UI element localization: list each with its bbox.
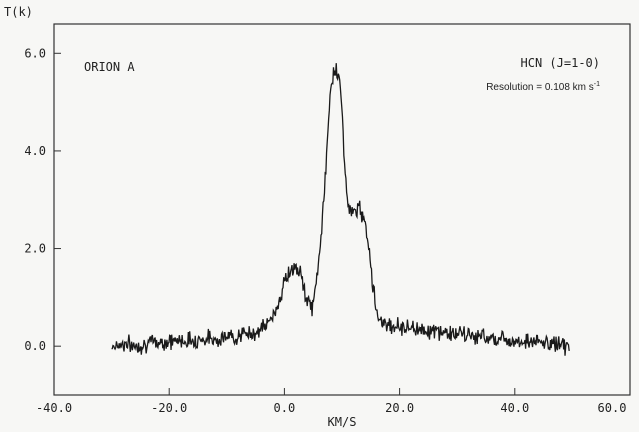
x-tick-label: -40.0	[36, 401, 72, 415]
y-tick-label: 0.0	[24, 339, 46, 353]
y-tick-label: 2.0	[24, 242, 46, 256]
y-tick-label: 4.0	[24, 144, 46, 158]
plot-frame	[53, 23, 631, 396]
x-axis-label: KM/S	[328, 415, 357, 429]
x-tick-label: 40.0	[500, 401, 529, 415]
x-tick-label: 20.0	[385, 401, 414, 415]
x-tick-label: -20.0	[151, 401, 187, 415]
resolution-superscript: -1	[594, 81, 600, 88]
annotation-source: ORION A	[84, 60, 135, 74]
annotation-line: HCN (J=1-0)	[521, 56, 600, 70]
y-axis-label: T(k)	[4, 5, 33, 19]
x-tick-label: 0.0	[274, 401, 296, 415]
annotation-resolution: Resolution = 0.108 km s-1	[486, 81, 600, 93]
series-line	[111, 63, 570, 356]
resolution-text: Resolution = 0.108 km s	[486, 82, 594, 93]
tick-group: -40.0 -20.0 0.0 20.0 40.0 60.0 0.0 2.0 4.0 6.0	[24, 46, 631, 415]
x-tick-label: 60.0	[598, 401, 627, 415]
y-tick-label: 6.0	[24, 46, 46, 60]
